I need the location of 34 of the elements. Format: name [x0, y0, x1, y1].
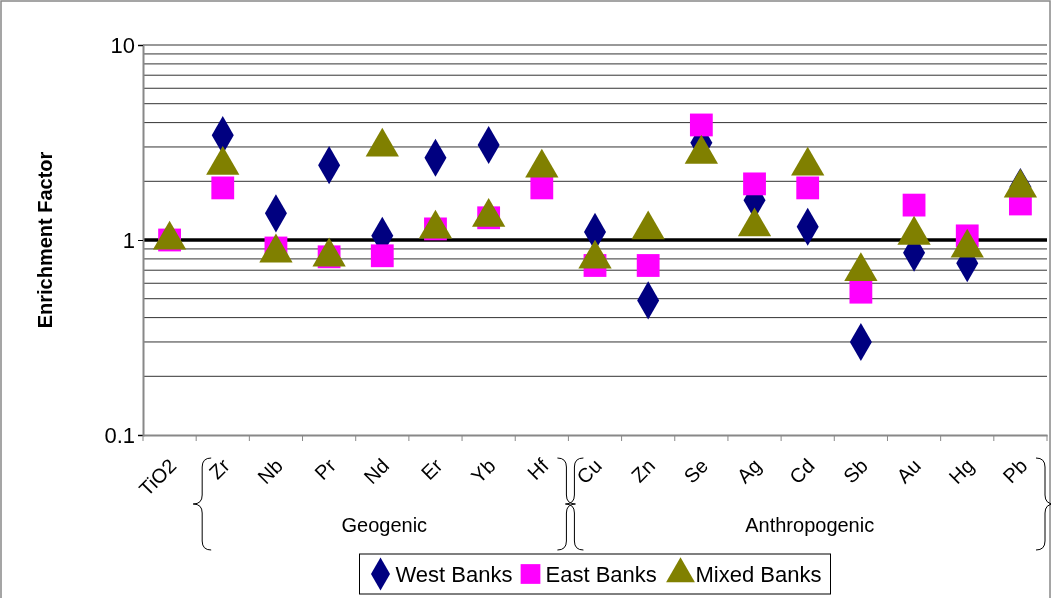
x-tick-label: Nb	[253, 454, 287, 489]
y-tick-label: 10	[110, 32, 135, 58]
x-tick-label: Cu	[572, 454, 606, 489]
legend-label: West Banks	[395, 562, 513, 587]
point	[796, 176, 820, 200]
point	[689, 113, 713, 137]
x-tick-label: Zn	[627, 454, 660, 487]
x-tick-label: Er	[416, 454, 447, 485]
text: Anthropogenic	[745, 514, 875, 536]
x-tick-label: Cd	[785, 454, 819, 489]
point	[849, 280, 873, 304]
x-tick-label: Pb	[998, 454, 1032, 488]
point	[902, 193, 926, 217]
y-axis-title: Enrichment Factor	[34, 151, 56, 329]
text: Geogenic	[341, 514, 428, 536]
x-tick-label: Pr	[310, 454, 341, 485]
x-tick-label: Ag	[732, 454, 766, 488]
point	[530, 176, 554, 200]
x-tick-label: Nd	[359, 454, 394, 489]
y-tick-label: 0.1	[104, 422, 135, 448]
x-tick-label: Au	[892, 454, 926, 488]
legend-label: East Banks	[545, 562, 657, 587]
x-tick-label: Se	[679, 454, 713, 488]
point	[743, 172, 766, 196]
x-tick-label: Sb	[838, 454, 872, 488]
y-tick-label: 1	[122, 227, 135, 253]
point	[370, 244, 394, 268]
x-tick-label: Hg	[944, 454, 979, 489]
x-tick-label: Zr	[204, 454, 234, 484]
x-tick-label: Yb	[466, 454, 500, 488]
point	[211, 176, 235, 200]
point	[636, 254, 660, 277]
legend-label: Mixed Banks	[695, 562, 822, 587]
x-tick-label: Hf	[523, 454, 554, 485]
